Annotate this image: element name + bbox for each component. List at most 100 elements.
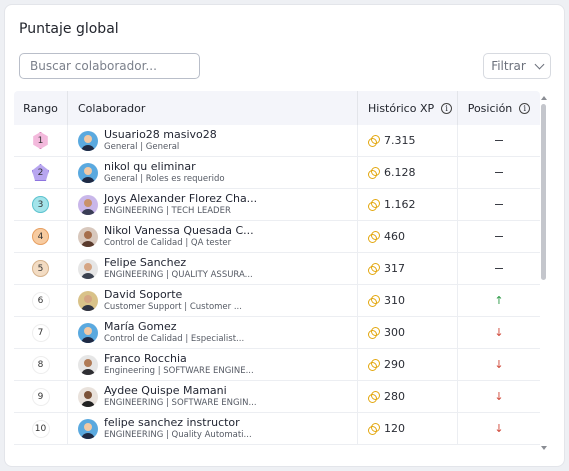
dash-icon	[495, 203, 503, 206]
rank-cell: 1	[14, 125, 68, 156]
table-row[interactable]: 9 Aydee Quispe Mamani ENGINEERING | SOFTWA…	[14, 381, 540, 413]
position-cell: ↓	[458, 317, 540, 348]
coins-icon	[368, 135, 380, 147]
rank-cell: 2	[14, 157, 68, 188]
info-icon[interactable]: i	[519, 102, 531, 114]
xp-value: 460	[384, 230, 405, 243]
collaborator-area-role: Engineering | SOFTWARE ENGINE...	[104, 366, 254, 377]
table-row[interactable]: 5 Felipe Sanchez ENGINEERING | QUALITY ASS…	[14, 253, 540, 285]
xp-cell: 317	[358, 253, 458, 284]
rank-badge: 5	[32, 260, 49, 277]
position-cell	[458, 253, 540, 284]
collaborator-cell: Nikol Vanessa Quesada C... Control de Cal…	[68, 221, 358, 252]
coins-icon	[368, 391, 380, 403]
collaborator-cell: Usuario28 masivo28 General | General	[68, 125, 358, 156]
xp-value: 310	[384, 294, 405, 307]
xp-cell: 310	[358, 285, 458, 316]
rank-cell: 5	[14, 253, 68, 284]
arrow-down-icon: ↓	[494, 326, 504, 339]
table-row[interactable]: 8 Franco Rocchia Engineering | SOFTWARE EN…	[14, 349, 540, 381]
arrow-down-icon: ↓	[494, 358, 504, 371]
rank-cell: 10	[14, 413, 68, 444]
rank-cell: 3	[14, 189, 68, 220]
header-xp: Histórico XP i	[358, 91, 458, 125]
xp-cell: 6.128	[358, 157, 458, 188]
table-row[interactable]: 10 felipe sanchez instructor ENGINEERING |…	[14, 413, 540, 445]
collaborator-name: Usuario28 masivo28	[104, 128, 217, 142]
coins-icon	[368, 295, 380, 307]
collaborator-cell: David Soporte Customer Support | Customer…	[68, 285, 358, 316]
xp-value: 290	[384, 358, 405, 371]
collaborator-name: Joys Alexander Florez Cha...	[104, 192, 258, 206]
collaborator-name: nikol qu eliminar	[104, 160, 196, 174]
scrollbar-thumb[interactable]	[541, 104, 546, 280]
collaborator-name: María Gomez	[104, 320, 177, 334]
arrow-down-icon: ↓	[494, 422, 504, 435]
table-body: 1 Usuario28 masivo28 General | General 7.31…	[14, 125, 540, 445]
position-cell	[458, 157, 540, 188]
collaborator-area-role: Control de Calidad | Especialist...	[104, 334, 245, 345]
avatar	[78, 354, 98, 375]
collaborator-area-role: ENGINEERING | TECH LEADER	[104, 206, 231, 217]
rank-badge: 10	[31, 419, 50, 438]
coins-icon	[368, 199, 380, 211]
table-header: Rango Colaborador Histórico XP i Posició…	[14, 91, 540, 125]
collaborator-name: felipe sanchez instructor	[104, 416, 240, 430]
collaborator-cell: Aydee Quispe Mamani ENGINEERING | SOFTWAR…	[68, 381, 358, 412]
scroll-down-icon[interactable]	[541, 446, 547, 450]
rank-cell: 7	[14, 317, 68, 348]
filter-button[interactable]: Filtrar	[483, 53, 551, 79]
collaborator-cell: Franco Rocchia Engineering | SOFTWARE ENG…	[68, 349, 358, 380]
arrow-up-icon: ↑	[494, 294, 504, 307]
table-row[interactable]: 3 Joys Alexander Florez Cha... ENGINEERING…	[14, 189, 540, 221]
table-row[interactable]: 1 Usuario28 masivo28 General | General 7.31…	[14, 125, 540, 157]
avatar	[78, 258, 98, 279]
table-row[interactable]: 2 nikol qu eliminar General | Roles es req…	[14, 157, 540, 189]
xp-value: 1.162	[384, 198, 416, 211]
avatar	[78, 290, 98, 311]
table-row[interactable]: 6 David Soporte Customer Support | Custome…	[14, 285, 540, 317]
arrow-down-icon: ↓	[494, 390, 504, 403]
scrollbar[interactable]	[540, 95, 547, 450]
rank-badge: 4	[32, 228, 49, 245]
position-cell: ↑	[458, 285, 540, 316]
scroll-up-icon[interactable]	[541, 96, 547, 100]
ranking-table: Rango Colaborador Histórico XP i Posició…	[14, 91, 540, 445]
rank-cell: 8	[14, 349, 68, 380]
xp-cell: 280	[358, 381, 458, 412]
table-row[interactable]: 7 María Gomez Control de Calidad | Especia…	[14, 317, 540, 349]
dash-icon	[495, 267, 503, 270]
coins-icon	[368, 423, 380, 435]
xp-cell: 290	[358, 349, 458, 380]
position-cell	[458, 189, 540, 220]
table-row[interactable]: 4 Nikol Vanessa Quesada C... Control de Ca…	[14, 221, 540, 253]
chevron-down-icon	[534, 59, 545, 69]
collaborator-area-role: Control de Calidad | QA tester	[104, 238, 232, 249]
collaborator-cell: María Gomez Control de Calidad | Especial…	[68, 317, 358, 348]
page-title: Puntaje global	[19, 21, 119, 37]
avatar	[78, 226, 98, 247]
avatar	[78, 386, 98, 407]
xp-value: 317	[384, 262, 405, 275]
position-cell: ↓	[458, 381, 540, 412]
header-rank: Rango	[14, 91, 68, 125]
xp-cell: 120	[358, 413, 458, 444]
rank-badge: 6	[31, 291, 50, 310]
header-position: Posición i	[458, 91, 540, 125]
header-position-label: Posición	[467, 101, 513, 115]
collaborator-area-role: ENGINEERING | QUALITY ASSURA...	[104, 270, 253, 281]
collaborator-area-role: General | Roles es requerido	[104, 174, 225, 185]
collaborator-name: Felipe Sanchez	[104, 256, 187, 270]
xp-value: 300	[384, 326, 405, 339]
header-collaborator: Colaborador	[68, 91, 358, 125]
position-cell	[458, 125, 540, 156]
position-cell	[458, 221, 540, 252]
search-input[interactable]	[19, 53, 200, 79]
collaborator-area-role: ENGINEERING | Quality Automati...	[104, 430, 252, 441]
coins-icon	[368, 359, 380, 371]
xp-cell: 1.162	[358, 189, 458, 220]
rank-badge: 1	[33, 132, 48, 149]
info-icon[interactable]: i	[441, 102, 453, 114]
avatar	[78, 418, 98, 439]
avatar	[78, 130, 98, 151]
